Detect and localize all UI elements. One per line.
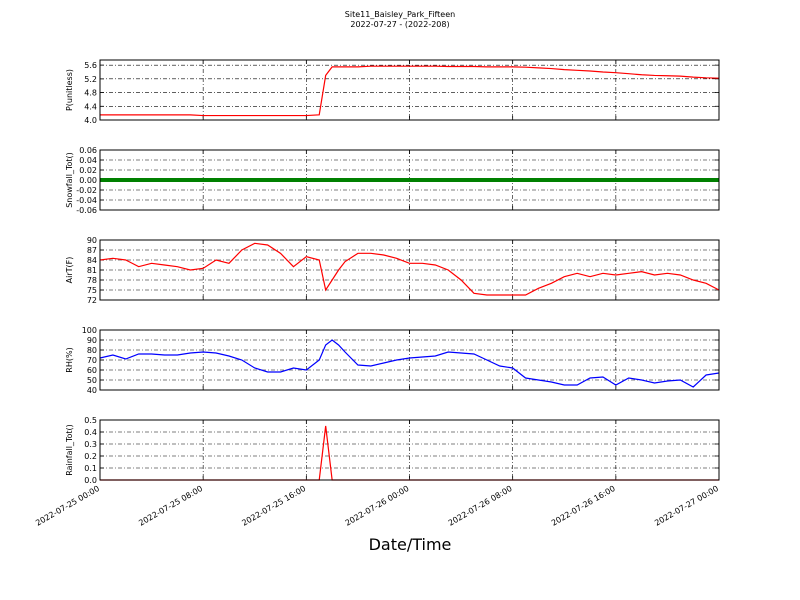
y-tick-label: 60 [87,366,97,375]
x-tick-label: 2022-07-26 08:00 [447,484,514,528]
y-axis-label: RH(%) [65,347,74,372]
y-tick-label: 81 [87,266,97,275]
plot-frame [99,59,720,121]
x-tick-label: 2022-07-25 16:00 [240,484,307,528]
y-axis-label: Rainfall_Tot() [65,424,74,476]
y-axis-label: P(unitless) [65,69,74,111]
y-tick-label: 0.1 [84,464,97,473]
data-line [99,339,720,388]
y-tick-label: 0.5 [84,416,97,425]
y-tick-label: 40 [87,386,97,395]
data-line [99,242,720,296]
x-tick-label: 2022-07-25 08:00 [137,484,204,528]
plot-frame [99,419,720,481]
x-tick-label: 2022-07-26 16:00 [550,484,617,528]
y-tick-label: 72 [87,296,97,305]
y-tick-label: 0.00 [79,176,97,185]
y-tick-label: 80 [87,346,97,355]
y-tick-label: 70 [87,356,97,365]
x-tick-label: 2022-07-25 00:00 [34,484,101,528]
figure-subtitle: 2022-07-27 - (2022-208) [350,20,449,29]
y-tick-label: 0.02 [79,166,97,175]
x-tick-label: 2022-07-27 00:00 [653,484,720,528]
y-tick-label: -0.04 [76,196,97,205]
y-tick-label: 0.4 [84,428,97,437]
x-axis-label: Date/Time [369,535,452,554]
plot-frame [99,329,720,391]
y-tick-label: 90 [87,336,97,345]
x-tick-label: 2022-07-26 00:00 [344,484,411,528]
y-tick-label: 100 [82,326,97,335]
data-line [100,65,720,117]
y-tick-label: 87 [87,246,97,255]
y-tick-label: 4.8 [84,89,97,98]
y-tick-label: 4.4 [84,102,97,111]
y-tick-label: 5.6 [84,61,97,70]
y-tick-label: 78 [87,276,97,285]
y-tick-label: 84 [87,256,97,265]
plot-frame [99,149,720,211]
y-tick-label: 5.2 [84,75,97,84]
y-tick-label: 0.2 [84,452,97,461]
y-tick-label: 75 [87,286,97,295]
y-axis-label: Snowfall_Tot() [65,152,74,208]
y-tick-label: 90 [87,236,97,245]
y-tick-label: -0.06 [76,206,97,215]
figure-title: Site11_Baisley_Park_Fifteen [345,10,455,19]
y-tick-label: 4.0 [84,116,97,125]
y-tick-label: 0.06 [79,146,97,155]
y-tick-label: 0.3 [84,440,97,449]
y-tick-label: 0.0 [84,476,97,485]
y-tick-label: 50 [87,376,97,385]
y-tick-label: 0.04 [79,156,97,165]
plot-frame [99,239,720,301]
y-axis-label: AirT(F) [65,257,74,284]
y-tick-label: -0.02 [76,186,97,195]
